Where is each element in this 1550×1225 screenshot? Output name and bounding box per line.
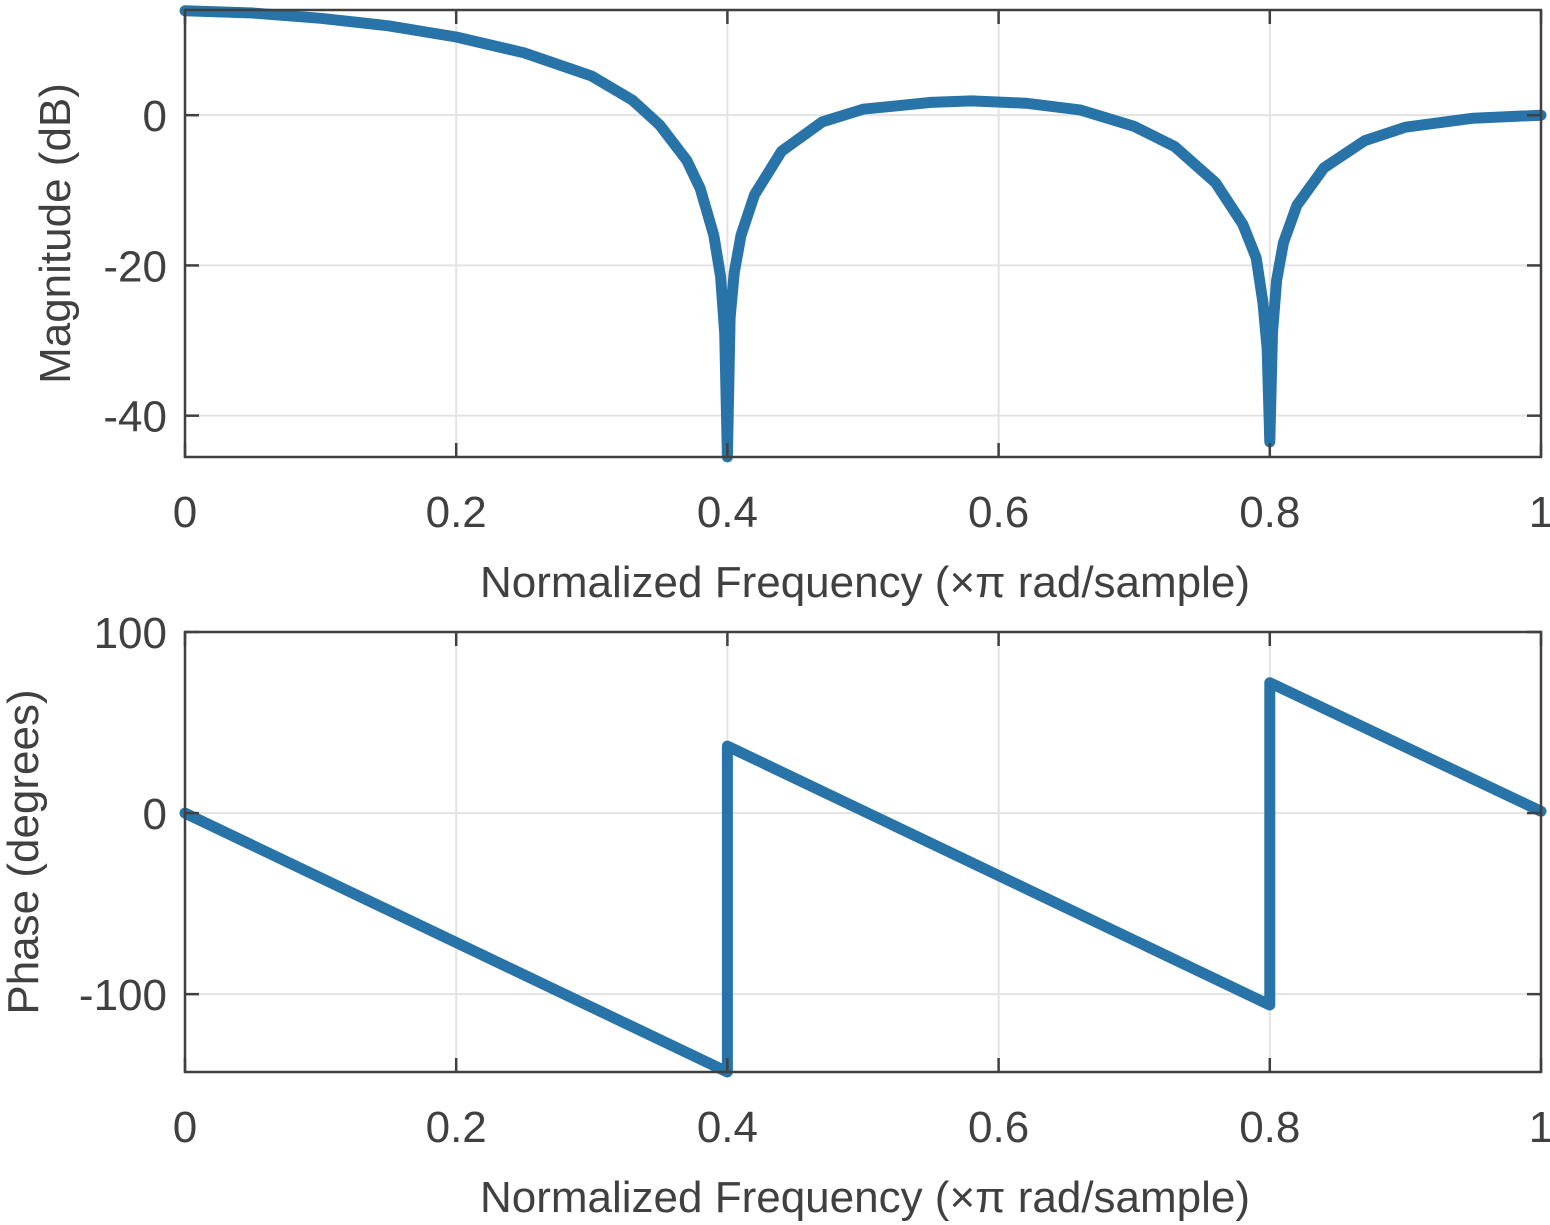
x-axis-label: Normalized Frequency (×π rad/sample) <box>480 1173 1250 1222</box>
x-tick-label: 0.2 <box>426 1103 487 1152</box>
x-tick-label: 0 <box>173 1103 197 1152</box>
x-tick-label: 1 <box>1529 1103 1550 1152</box>
y-tick-label: 100 <box>94 609 167 658</box>
y-tick-label: -40 <box>103 393 167 442</box>
x-tick-label: 0.4 <box>697 488 758 537</box>
x-tick-label: 0.2 <box>426 488 487 537</box>
x-tick-label: 0.6 <box>968 488 1029 537</box>
x-tick-label: 0.4 <box>697 1103 758 1152</box>
magnitude-series-line <box>179 5 1547 463</box>
phase-series-line <box>179 677 1547 1078</box>
plot-frame <box>183 8 1543 459</box>
y-axis-label: Magnitude (dB) <box>31 83 80 384</box>
plot-frame <box>183 630 1543 1074</box>
x-tick-label: 1 <box>1529 488 1550 537</box>
magnitude-plot: 0 0.2 0.4 0.6 0.8 1 -40 -20 0 Normalized Frequenc… <box>31 5 1550 607</box>
x-axis-label: Normalized Frequency (×π rad/sample) <box>480 558 1250 607</box>
x-tick-label: 0 <box>173 488 197 537</box>
y-tick-label: 0 <box>143 790 167 839</box>
x-tick-label: 0.6 <box>968 1103 1029 1152</box>
y-tick-label: 0 <box>143 92 167 141</box>
y-tick-label: -20 <box>103 242 167 291</box>
y-axis-label: Phase (degrees) <box>0 689 48 1014</box>
y-tick-label: -100 <box>79 971 167 1020</box>
phase-plot: 0 0.2 0.4 0.6 0.8 1 -100 0 100 Normalized Frequen… <box>0 609 1550 1222</box>
x-tick-label: 0.8 <box>1239 488 1300 537</box>
x-tick-label: 0.8 <box>1239 1103 1300 1152</box>
